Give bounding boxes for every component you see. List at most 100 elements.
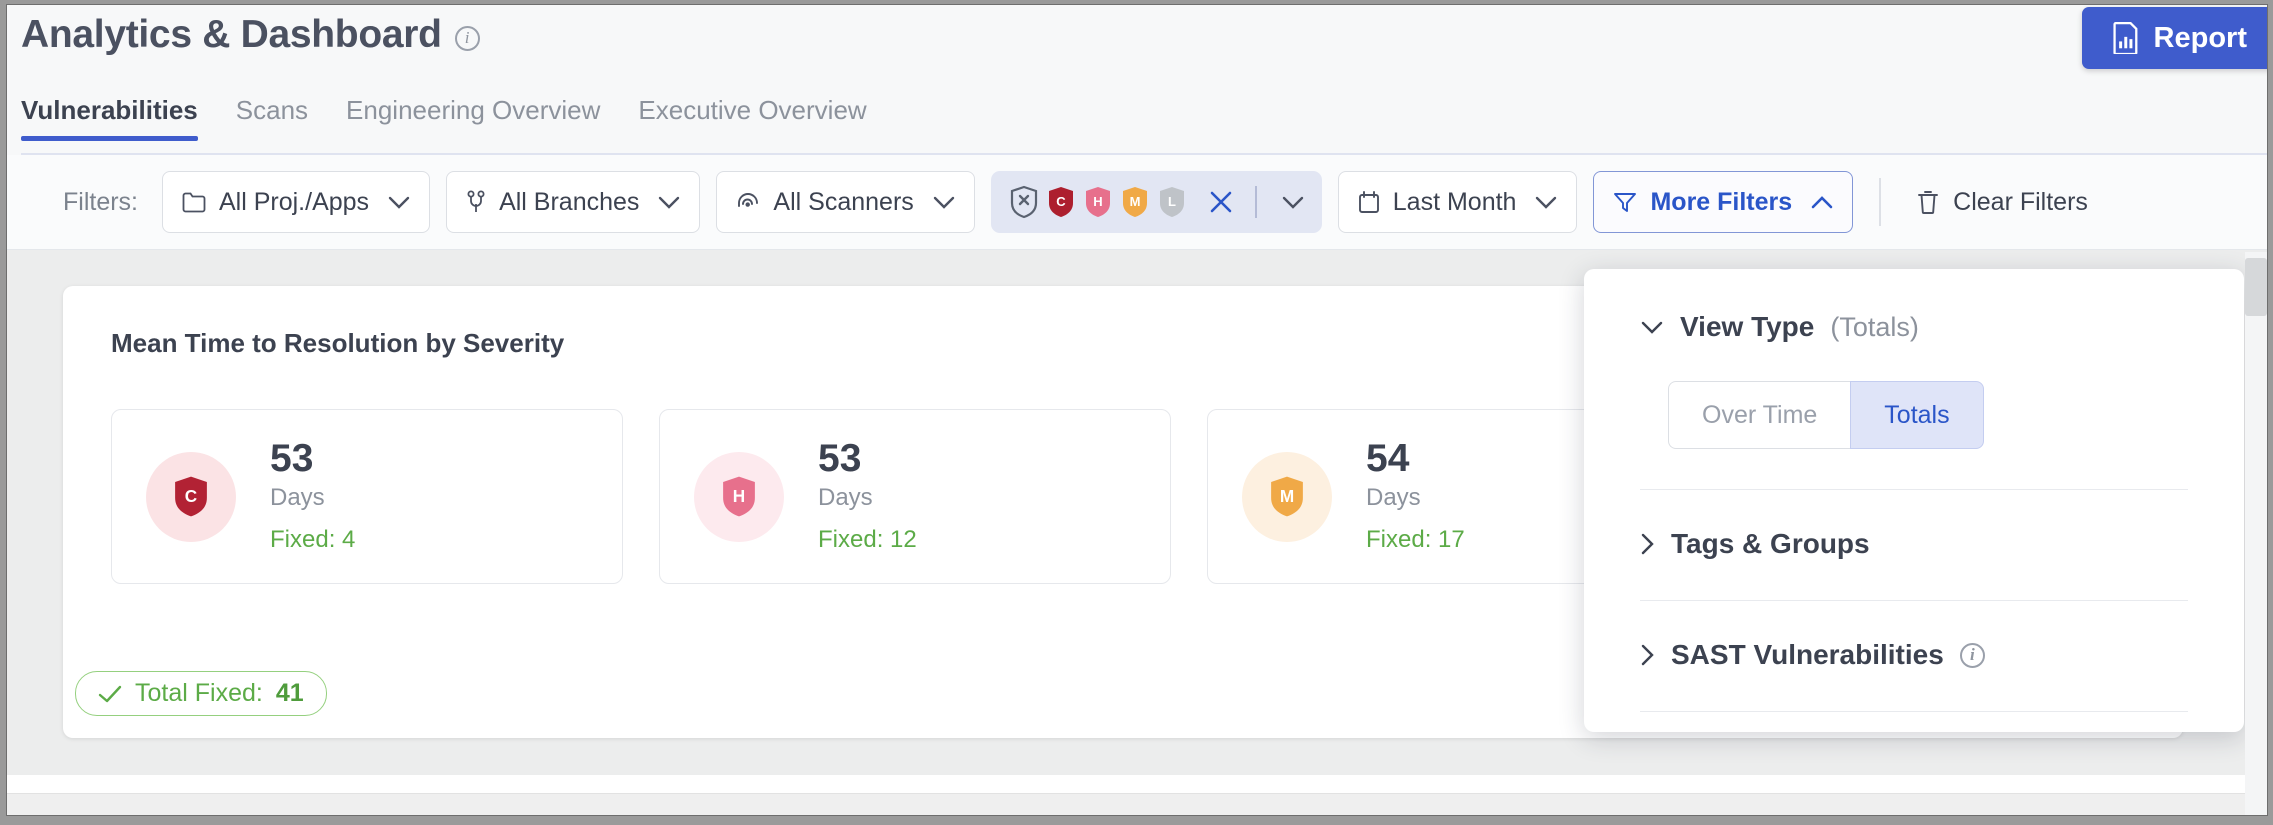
severity-shield-high-icon[interactable]: H <box>1083 185 1113 219</box>
page-title: Analytics & Dashboard <box>21 13 442 56</box>
mttr-card-title: Mean Time to Resolution by Severity <box>111 328 565 358</box>
app-window: Analytics & Dashboard i Report Vulnerabi… <box>6 4 2268 816</box>
tab-engineering-overview[interactable]: Engineering Overview <box>346 95 619 141</box>
severity-filter-group[interactable]: C H M L <box>990 171 1322 233</box>
chevron-down-icon <box>1536 196 1557 209</box>
clear-filters-label: Clear Filters <box>1953 187 2088 216</box>
filter-branches-label: All Branches <box>499 187 640 216</box>
metric-medium-circle: M <box>1242 451 1332 542</box>
vertical-scrollbar-thumb[interactable] <box>2245 258 2267 316</box>
severity-shield-critical-icon: C <box>175 476 207 517</box>
severity-chevron-down-icon[interactable] <box>1282 196 1304 209</box>
clear-severity-button[interactable] <box>1206 187 1236 217</box>
mttr-metrics-row: C 53 Days Fixed: 4 H <box>111 409 2135 584</box>
severity-shield-low-icon[interactable]: L <box>1157 185 1187 219</box>
svg-text:M: M <box>1129 194 1140 209</box>
chevron-up-icon <box>1811 195 1833 208</box>
metric-card-medium[interactable]: M 54 Days Fixed: 17 <box>1207 409 1719 584</box>
severity-shield-high-icon: H <box>723 476 755 517</box>
svg-text:H: H <box>1093 194 1102 209</box>
report-button[interactable]: Report <box>2081 7 2267 69</box>
metric-card-high[interactable]: H 53 Days Fixed: 12 <box>659 409 1171 584</box>
panel-section-view-type[interactable]: View Type (Totals) <box>1640 311 2188 343</box>
metric-medium-values: 54 Days Fixed: 17 <box>1366 438 1465 554</box>
view-type-toggle-group: Over Time Totals <box>1668 381 1984 449</box>
panel-row-sast: SAST Vulnerabilities i <box>1640 601 2188 671</box>
sast-info-icon[interactable]: i <box>1959 642 1985 668</box>
metric-high-fixed: Fixed: 12 <box>818 525 917 553</box>
tab-bar: Vulnerabilities Scans Engineering Overvi… <box>7 95 2267 155</box>
total-fixed-label: Total Fixed: <box>135 679 263 707</box>
page-title-info-icon[interactable]: i <box>454 25 480 51</box>
report-document-icon <box>2112 22 2137 54</box>
page-header: Analytics & Dashboard i Report <box>7 5 2267 95</box>
metric-critical-unit: Days <box>270 483 325 511</box>
vertical-scrollbar-track[interactable] <box>2245 252 2267 815</box>
filter-projects-label: All Proj./Apps <box>219 187 370 216</box>
tags-groups-title: Tags & Groups <box>1671 528 1870 559</box>
metric-medium-unit: Days <box>1366 483 1421 511</box>
panel-divider-3 <box>1640 711 2188 712</box>
filter-bar: Filters: All Proj./Apps All Branches <box>7 155 2267 250</box>
severity-shield-unknown-icon[interactable] <box>1009 185 1039 219</box>
tab-vulnerabilities[interactable]: Vulnerabilities <box>21 95 217 141</box>
metric-critical-value: 53 <box>270 437 314 481</box>
view-type-over-time-button[interactable]: Over Time <box>1668 381 1851 449</box>
metric-card-critical[interactable]: C 53 Days Fixed: 4 <box>111 409 623 584</box>
total-fixed-value: 41 <box>275 679 304 707</box>
filters-label: Filters: <box>63 187 138 216</box>
filter-scanners-label: All Scanners <box>773 187 914 216</box>
more-filters-panel: View Type (Totals) Over Time Totals Tags… <box>1584 269 2244 732</box>
folder-icon <box>182 192 206 212</box>
severity-shield-critical-icon[interactable]: C <box>1046 185 1076 219</box>
svg-text:M: M <box>1280 486 1294 506</box>
panel-section-sast-vulnerabilities[interactable]: SAST Vulnerabilities i <box>1640 639 2188 671</box>
panel-divider-2 <box>1640 600 2188 601</box>
sast-title: SAST Vulnerabilities <box>1671 639 1944 670</box>
metric-medium-fixed: Fixed: 17 <box>1366 525 1465 553</box>
calendar-icon <box>1358 191 1379 213</box>
metric-high-values: 53 Days Fixed: 12 <box>818 437 917 554</box>
more-filters-label: More Filters <box>1650 187 1793 216</box>
chevron-down-icon <box>933 196 954 209</box>
scanner-radar-icon <box>738 193 759 207</box>
panel-section-tags-groups[interactable]: Tags & Groups <box>1640 528 2188 560</box>
view-type-totals-button[interactable]: Totals <box>1850 381 1984 449</box>
check-icon <box>98 685 122 702</box>
tab-executive-overview[interactable]: Executive Overview <box>638 95 885 141</box>
filter-scanners[interactable]: All Scanners <box>716 171 975 233</box>
filter-date-range-label: Last Month <box>1392 187 1517 216</box>
filter-projects-apps[interactable]: All Proj./Apps <box>162 171 431 233</box>
metric-high-circle: H <box>694 451 784 542</box>
view-type-subtitle: (Totals) <box>1830 311 1919 342</box>
clear-filters-button[interactable]: Clear Filters <box>1907 188 2098 217</box>
metric-critical-circle: C <box>146 451 236 542</box>
trash-icon <box>1918 190 1939 214</box>
tab-scans[interactable]: Scans <box>236 95 327 141</box>
chevron-down-icon <box>388 196 410 209</box>
panel-divider-1 <box>1640 489 2188 490</box>
filter-bar-divider <box>1879 178 1882 226</box>
more-filters-button[interactable]: More Filters <box>1593 171 1854 233</box>
chevron-right-icon <box>1641 533 1654 555</box>
metric-high-unit: Days <box>818 483 873 511</box>
total-fixed-badge: Total Fixed: 41 <box>75 671 327 716</box>
metric-critical-fixed: Fixed: 4 <box>270 525 356 553</box>
severity-shield-medium-icon[interactable]: M <box>1120 185 1150 219</box>
report-button-label: Report <box>2153 21 2247 54</box>
chevron-right-icon <box>1641 644 1654 666</box>
severity-group-divider <box>1254 186 1257 218</box>
bottom-strip <box>7 793 2267 815</box>
filter-funnel-icon <box>1614 193 1637 212</box>
metric-high-value: 53 <box>818 437 862 481</box>
branch-icon <box>467 190 485 212</box>
svg-text:C: C <box>1056 194 1066 209</box>
filter-date-range[interactable]: Last Month <box>1337 171 1578 233</box>
filter-branches[interactable]: All Branches <box>446 171 701 233</box>
view-type-title: View Type <box>1680 311 1815 342</box>
chevron-down-icon <box>1641 321 1663 334</box>
svg-text:C: C <box>185 486 197 506</box>
svg-text:L: L <box>1168 194 1176 209</box>
panel-row-tags-groups: Tags & Groups <box>1640 490 2188 560</box>
page-title-row: Analytics & Dashboard i <box>21 5 2267 57</box>
